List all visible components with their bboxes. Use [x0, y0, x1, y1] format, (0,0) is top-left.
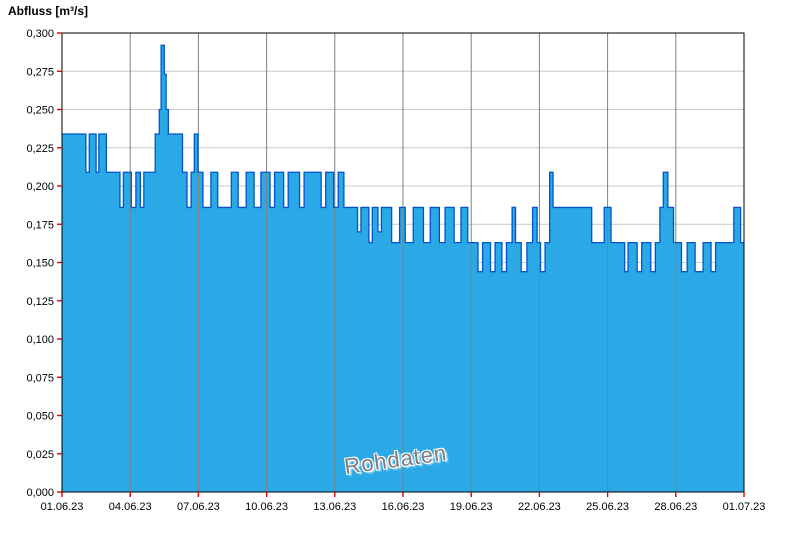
svg-text:13.06.23: 13.06.23 [313, 501, 356, 513]
svg-text:01.07.23: 01.07.23 [723, 501, 766, 513]
svg-text:0,125: 0,125 [26, 296, 54, 308]
svg-text:16.06.23: 16.06.23 [382, 501, 425, 513]
svg-text:01.06.23: 01.06.23 [41, 501, 84, 513]
svg-text:0,150: 0,150 [26, 258, 54, 270]
svg-text:0,250: 0,250 [26, 105, 54, 117]
svg-text:04.06.23: 04.06.23 [109, 501, 152, 513]
svg-text:0,025: 0,025 [26, 449, 54, 461]
svg-text:25.06.23: 25.06.23 [586, 501, 629, 513]
svg-text:19.06.23: 19.06.23 [450, 501, 493, 513]
y-axis-title: Abfluss [m³/s] [8, 4, 89, 18]
svg-text:28.06.23: 28.06.23 [654, 501, 697, 513]
svg-text:0,275: 0,275 [26, 66, 54, 78]
svg-text:10.06.23: 10.06.23 [245, 501, 288, 513]
svg-text:0,050: 0,050 [26, 411, 54, 423]
svg-text:0,175: 0,175 [26, 219, 54, 231]
svg-text:0,100: 0,100 [26, 334, 54, 346]
svg-text:0,000: 0,000 [26, 487, 54, 499]
svg-text:22.06.23: 22.06.23 [518, 501, 561, 513]
svg-text:0,200: 0,200 [26, 181, 54, 193]
svg-text:0,300: 0,300 [26, 28, 54, 40]
svg-text:0,225: 0,225 [26, 143, 54, 155]
svg-text:07.06.23: 07.06.23 [177, 501, 220, 513]
svg-text:0,075: 0,075 [26, 372, 54, 384]
